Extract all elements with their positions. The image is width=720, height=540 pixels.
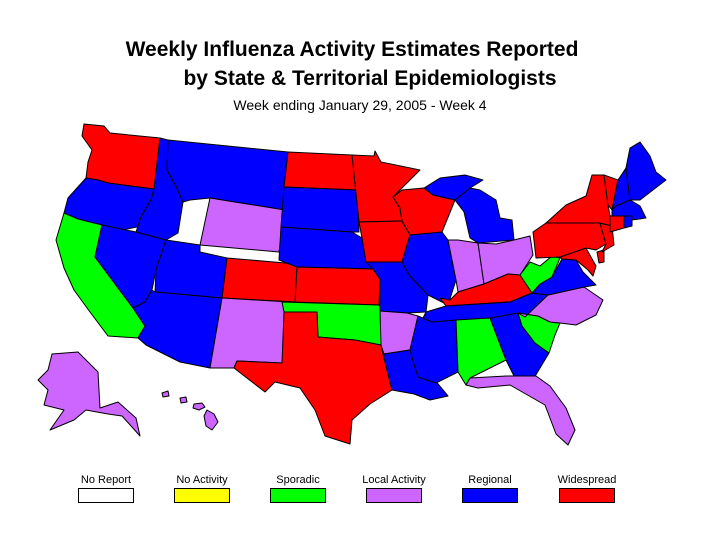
legend-swatch [559,488,615,503]
hawaii-island-2 [179,396,188,404]
legend-item-no-report: No Report [56,474,156,503]
hawaii-island-3 [192,402,206,411]
map-subtitle: Week ending January 29, 2005 - Week 4 [233,97,487,113]
state-wi [392,187,456,239]
legend-item-widespread: Widespread [537,474,637,503]
state-ut [154,239,228,299]
state-md [559,247,597,277]
legend-label: Widespread [557,474,617,486]
legend-item-sporadic: Sporadic [248,474,348,503]
state-ny [545,174,613,227]
legend-swatch [462,488,518,503]
legend-swatch [366,488,422,503]
legend-label: No Activity [176,474,228,486]
state-de [596,249,605,264]
state-fl [465,375,576,446]
state-az [132,289,223,369]
hawaii-island-4 [203,409,219,431]
legend-label: Sporadic [276,474,320,486]
state-ak [37,351,141,437]
state-nm [209,297,291,369]
legend-item-regional: Regional [440,474,540,503]
state-ms [409,315,459,384]
state-mi-up [423,174,484,201]
legend-item-local: Local Activity [344,474,444,503]
state-mi-lp [454,187,515,244]
legend-label: Regional [468,474,512,486]
state-nd [283,151,358,191]
state-ri [623,215,633,229]
legend-swatch [270,488,326,503]
hawaii-island-1 [161,390,170,398]
map-title-line2: by State & Territorial Epidemiologists [183,67,557,90]
legend-item-no-activity: No Activity [152,474,252,503]
legend-swatch [174,488,230,503]
state-ne [278,226,374,270]
map-title-line1: Weekly Influenza Activity Estimates Repo… [125,38,579,61]
legend-label: No Report [80,474,132,486]
state-ia [358,220,411,263]
state-co [221,257,298,303]
state-ct [609,215,625,233]
state-tx [233,311,393,445]
legend-label: Local Activity [362,474,426,486]
state-mt [166,139,289,211]
state-wv [519,255,561,294]
state-sd [280,186,360,233]
state-hi [161,390,219,431]
state-me [625,141,667,201]
state-pa [532,222,607,259]
state-ks [294,266,381,306]
legend-swatch [78,488,134,503]
